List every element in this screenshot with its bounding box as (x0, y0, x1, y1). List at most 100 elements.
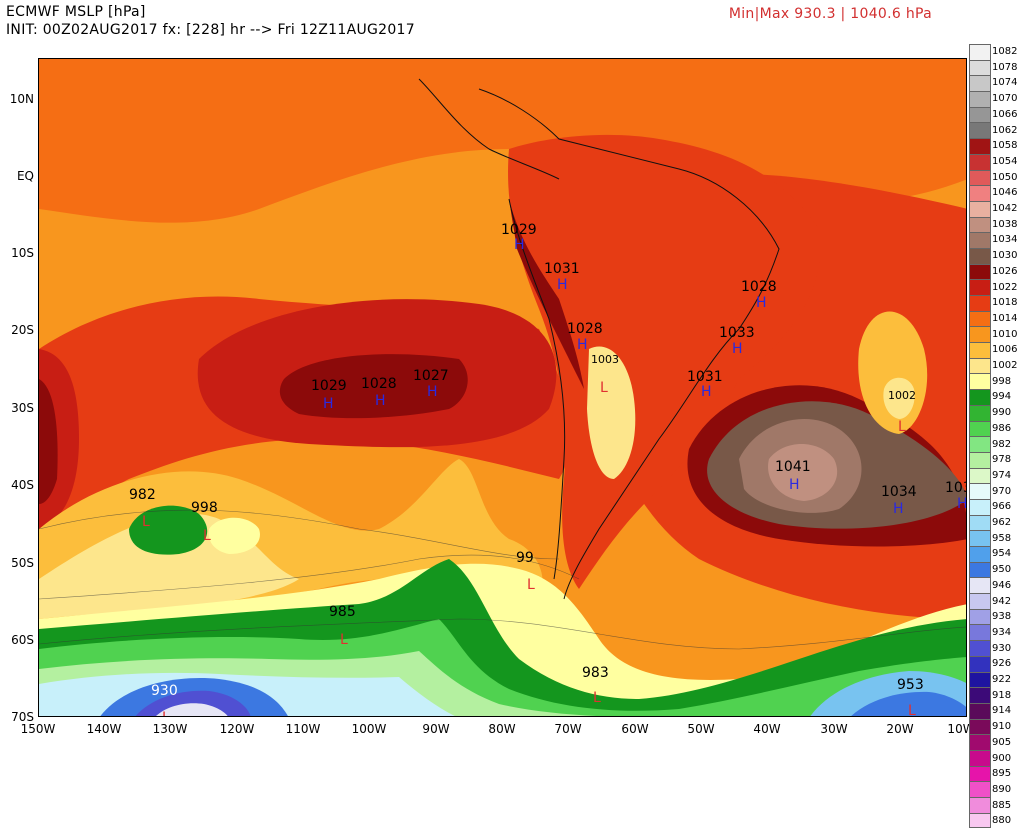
lon-label-110w: 110W (285, 722, 321, 736)
atlantic-1041-core (768, 444, 838, 501)
colorbar-swatch (969, 420, 991, 437)
colorbar-swatch (969, 467, 991, 484)
atlantic-high-value-2: 1034 (881, 484, 917, 500)
pacific-low-value-2: 998 (191, 500, 218, 516)
colorbar-swatch (969, 295, 991, 311)
atlantic-low-1002 (883, 377, 915, 419)
colorbar-label: 970 (992, 485, 1012, 497)
colorbar-label: 1002 (992, 360, 1018, 371)
lat-label-eq: EQ (16, 169, 34, 183)
colorbar-swatch (969, 624, 991, 641)
colorbar-swatch (969, 216, 991, 233)
lon-label-140w: 140W (86, 722, 122, 736)
drake-low-value: 99 (516, 550, 534, 566)
colorbar-swatch (969, 91, 991, 107)
colorbar-swatch (969, 483, 991, 499)
colorbar-label: 1054 (992, 155, 1018, 167)
colorbar-swatch (969, 138, 991, 154)
colorbar-label: 1034 (992, 234, 1018, 246)
lon-label-120w: 120W (219, 722, 255, 736)
colorbar-label: 1026 (992, 265, 1018, 277)
lon-label-30w: 30W (820, 722, 848, 736)
band-pacific-1030 (279, 354, 468, 419)
south-america-land (508, 134, 821, 590)
lon-label-60w: 60W (621, 722, 649, 736)
colorbar-label: 1030 (992, 250, 1018, 262)
chart-title: ECMWF MSLP [hPa] (6, 4, 146, 20)
colorbar-label: 922 (992, 674, 1012, 685)
southern-low-value-3: 953 (897, 677, 924, 693)
andes-low-marker: L (600, 380, 608, 396)
lat-label-10n: 10N (9, 92, 34, 106)
colorbar-swatch (969, 75, 991, 92)
lon-label-100w: 100W (351, 722, 387, 736)
andes-high-value-2: 1031 (544, 261, 580, 277)
colorbar-swatch (969, 498, 991, 515)
lon-label-40w: 40W (753, 722, 781, 736)
colorbar-swatch (969, 263, 991, 280)
colorbar-label: 938 (992, 611, 1012, 623)
colorbar-swatch (969, 232, 991, 248)
colorbar-label: 966 (992, 501, 1012, 513)
atlantic-high-marker-2: H (893, 501, 904, 517)
colorbar-label: 990 (992, 407, 1012, 419)
southern-low-value-1: 930 (151, 683, 178, 699)
lat-label-60s: 60S (11, 633, 34, 647)
colorbar-label: 950 (992, 564, 1012, 576)
init-forecast-time: INIT: 00Z02AUG2017 fx: [228] hr --> Fri … (6, 22, 415, 38)
colorbar-swatch (969, 200, 991, 217)
atlantic-high-marker-3: H (957, 496, 967, 512)
colorbar-label: 1062 (992, 124, 1018, 136)
colorbar-swatch (969, 546, 991, 562)
coastline-south-america (478, 88, 780, 600)
colorbar-label: 1042 (992, 203, 1018, 214)
colorbar-label: 1022 (992, 281, 1018, 293)
low-982-core (129, 505, 208, 555)
pacific-high-marker-1: H (323, 396, 334, 412)
colorbar-swatch (969, 671, 991, 688)
atlantic-low-value: 1002 (888, 389, 916, 402)
band-west-1030 (39, 379, 58, 504)
andes-1030-band (509, 199, 584, 389)
colorbar-swatch (969, 404, 991, 421)
colorbar-swatch (969, 749, 991, 766)
colorbar-swatch (969, 640, 991, 656)
andes-high-marker-3: H (577, 337, 588, 353)
andes-high-value-1: 1029 (501, 222, 537, 238)
colorbar-label: 978 (992, 454, 1012, 466)
pacific-low-value-1: 982 (129, 487, 156, 503)
southern-low-marker-1: L (162, 710, 170, 717)
lat-label-20s: 20S (11, 323, 34, 337)
colorbar-label: 880 (992, 815, 1012, 827)
colorbar-swatch (969, 655, 991, 672)
colorbar-swatch (969, 530, 991, 546)
low-998-region (208, 517, 260, 554)
colorbar-label: 895 (992, 768, 1012, 780)
andes-high-marker-2: H (557, 277, 568, 293)
colorbar-label: 998 (992, 375, 1012, 387)
lon-label-80w: 80W (488, 722, 516, 736)
colorbar-swatch (969, 718, 991, 735)
atlantic-high-marker-1: H (789, 477, 800, 493)
colorbar-label: 1014 (992, 312, 1018, 324)
colorbar-swatch (969, 436, 991, 452)
colorbar-label: 1010 (992, 328, 1018, 340)
lat-label-10s: 10S (11, 246, 34, 260)
colorbar-swatch (969, 169, 991, 186)
colorbar-label: 885 (992, 799, 1012, 811)
pacific-high-value-2: 1028 (361, 376, 397, 392)
colorbar-label: 946 (992, 579, 1012, 591)
atlantic-high-value-1: 1041 (775, 459, 811, 475)
colorbar-swatch (969, 44, 991, 60)
pacific-high-marker-2: H (375, 393, 386, 409)
colorbar-swatch (969, 561, 991, 578)
southern-low-value-2: 983 (582, 665, 609, 681)
brazil-high-marker-3: H (701, 384, 712, 400)
brazil-high-marker-1: H (756, 295, 767, 311)
colorbar-label: 1074 (992, 77, 1018, 89)
low-930-core (156, 703, 228, 716)
colorbar-swatch (969, 389, 991, 405)
colorbar-label: 962 (992, 517, 1012, 528)
colorbar-swatch (969, 122, 991, 139)
contour-2 (39, 618, 966, 650)
